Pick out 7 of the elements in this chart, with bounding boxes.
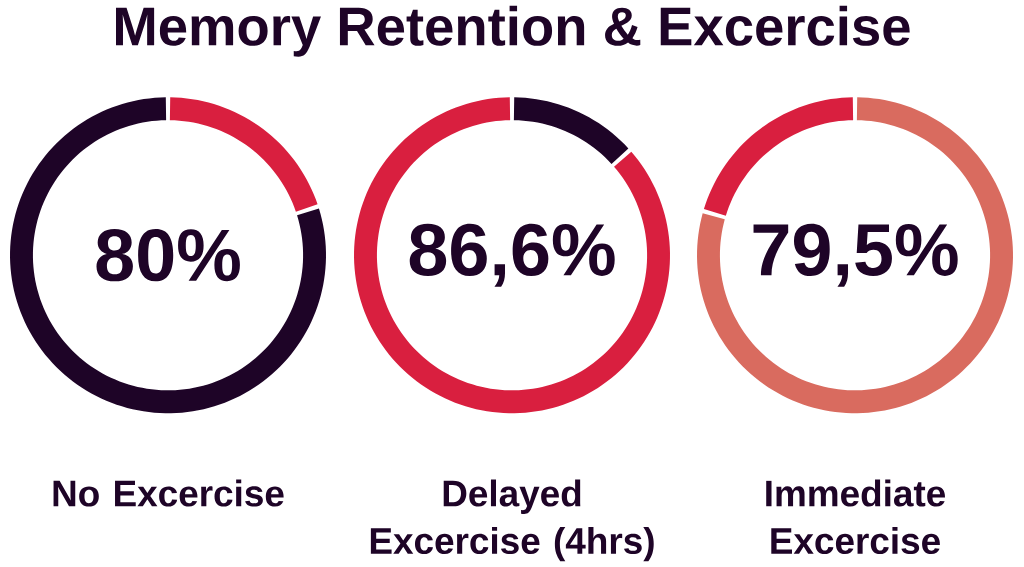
data-label: 79,5% <box>753 223 958 287</box>
text: Memory Retention & Excercise <box>116 5 910 57</box>
slice-label: Delayed Excercise (4hrs) <box>370 479 654 562</box>
data-label: 86,6% <box>409 223 615 287</box>
slice-label: Immediate Excercise <box>766 479 945 554</box>
slice-label: No Excercise <box>53 479 284 507</box>
data-label: 80% <box>96 229 240 282</box>
